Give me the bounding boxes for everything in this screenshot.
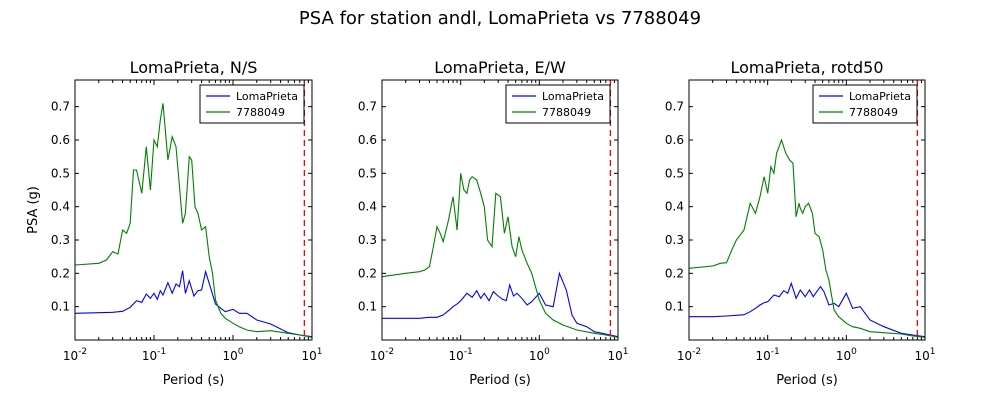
legend-box — [812, 84, 918, 124]
x-tick-label: 10-2 — [370, 347, 394, 363]
x-axis-label: Period (s) — [776, 373, 838, 388]
y-tick-label: 0.1 — [358, 300, 377, 314]
series-line-station-7788049 — [689, 138, 925, 338]
x-tick-label: 101 — [301, 347, 322, 363]
chart-panel-3: LomaPrieta, rotd50 0.1 0.2 0.3 0.4 0.5 0.6 0.7 1… — [665, 58, 936, 388]
y-axis-label: PSA (g) — [26, 186, 41, 234]
legend-label: LomaPrieta — [236, 90, 298, 103]
chart-panel-2: LomaPrieta, E/W 0.1 0.2 0.3 0.4 0.5 0.6 0.7 10-2… — [358, 58, 629, 388]
legend-box — [199, 84, 305, 124]
y-tick-label: 0.7 — [358, 100, 377, 114]
chart-title: LomaPrieta, N/S — [130, 58, 258, 77]
x-tick-label: 10-1 — [449, 347, 473, 363]
legend-label: 7788049 — [542, 106, 591, 119]
x-tick-label: 101 — [607, 347, 628, 363]
y-tick-label: 0.1 — [665, 300, 684, 314]
y-tick-label: 0.6 — [358, 133, 377, 147]
chart-title: LomaPrieta, rotd50 — [730, 58, 883, 77]
x-tick-label: 10-2 — [63, 347, 87, 363]
y-tick-label: 0.7 — [51, 100, 70, 114]
x-tick-label: 10-2 — [677, 347, 701, 363]
y-tick-label: 0.1 — [51, 300, 70, 314]
series-line-station-7788049 — [75, 103, 312, 338]
legend: LomaPrieta 7788049 — [505, 84, 611, 124]
y-tick-label: 0.4 — [665, 200, 684, 214]
x-axis-label: Period (s) — [163, 373, 225, 388]
series-line-station-7788049 — [382, 173, 618, 338]
chart-panel-1: LomaPrieta, N/S 0.1 0.2 0.3 0.4 0.5 0.6 0.7 10-2… — [26, 58, 323, 388]
figure-title: PSA for station andl, LomaPrieta vs 7788… — [299, 8, 701, 29]
y-tick-label: 0.3 — [665, 233, 684, 247]
x-tick-label: 100 — [836, 347, 857, 363]
plot-frame — [688, 79, 926, 341]
series-line-lomaprieta — [689, 281, 925, 338]
chart-title: LomaPrieta, E/W — [434, 58, 566, 77]
x-tick-label: 10-1 — [756, 347, 780, 363]
y-tick-label: 0.3 — [51, 233, 70, 247]
legend-label: LomaPrieta — [849, 90, 911, 103]
x-tick-label: 100 — [529, 347, 550, 363]
y-tick-label: 0.2 — [358, 266, 377, 280]
y-tick-label: 0.4 — [51, 200, 70, 214]
x-tick-label: 100 — [222, 347, 243, 363]
x-axis-label: Period (s) — [469, 373, 531, 388]
y-tick-label: 0.2 — [665, 266, 684, 280]
legend-box — [505, 84, 611, 124]
y-tick-label: 0.2 — [51, 266, 70, 280]
y-tick-label: 0.6 — [51, 133, 70, 147]
y-tick-label: 0.6 — [665, 133, 684, 147]
y-tick-label: 0.5 — [358, 166, 377, 180]
plot-frame — [381, 79, 619, 341]
y-tick-label: 0.5 — [665, 166, 684, 180]
legend-label: 7788049 — [849, 106, 898, 119]
legend-label: 7788049 — [236, 106, 285, 119]
legend: LomaPrieta 7788049 — [199, 84, 305, 124]
y-tick-label: 0.4 — [358, 200, 377, 214]
series-line-lomaprieta — [382, 271, 618, 338]
series-line-lomaprieta — [75, 269, 312, 338]
y-tick-label: 0.5 — [51, 166, 70, 180]
x-tick-label: 10-1 — [142, 347, 166, 363]
plot-frame — [74, 79, 313, 341]
x-tick-label: 101 — [914, 347, 935, 363]
legend-label: LomaPrieta — [542, 90, 604, 103]
y-tick-label: 0.7 — [665, 100, 684, 114]
y-tick-label: 0.3 — [358, 233, 377, 247]
legend: LomaPrieta 7788049 — [812, 84, 918, 124]
